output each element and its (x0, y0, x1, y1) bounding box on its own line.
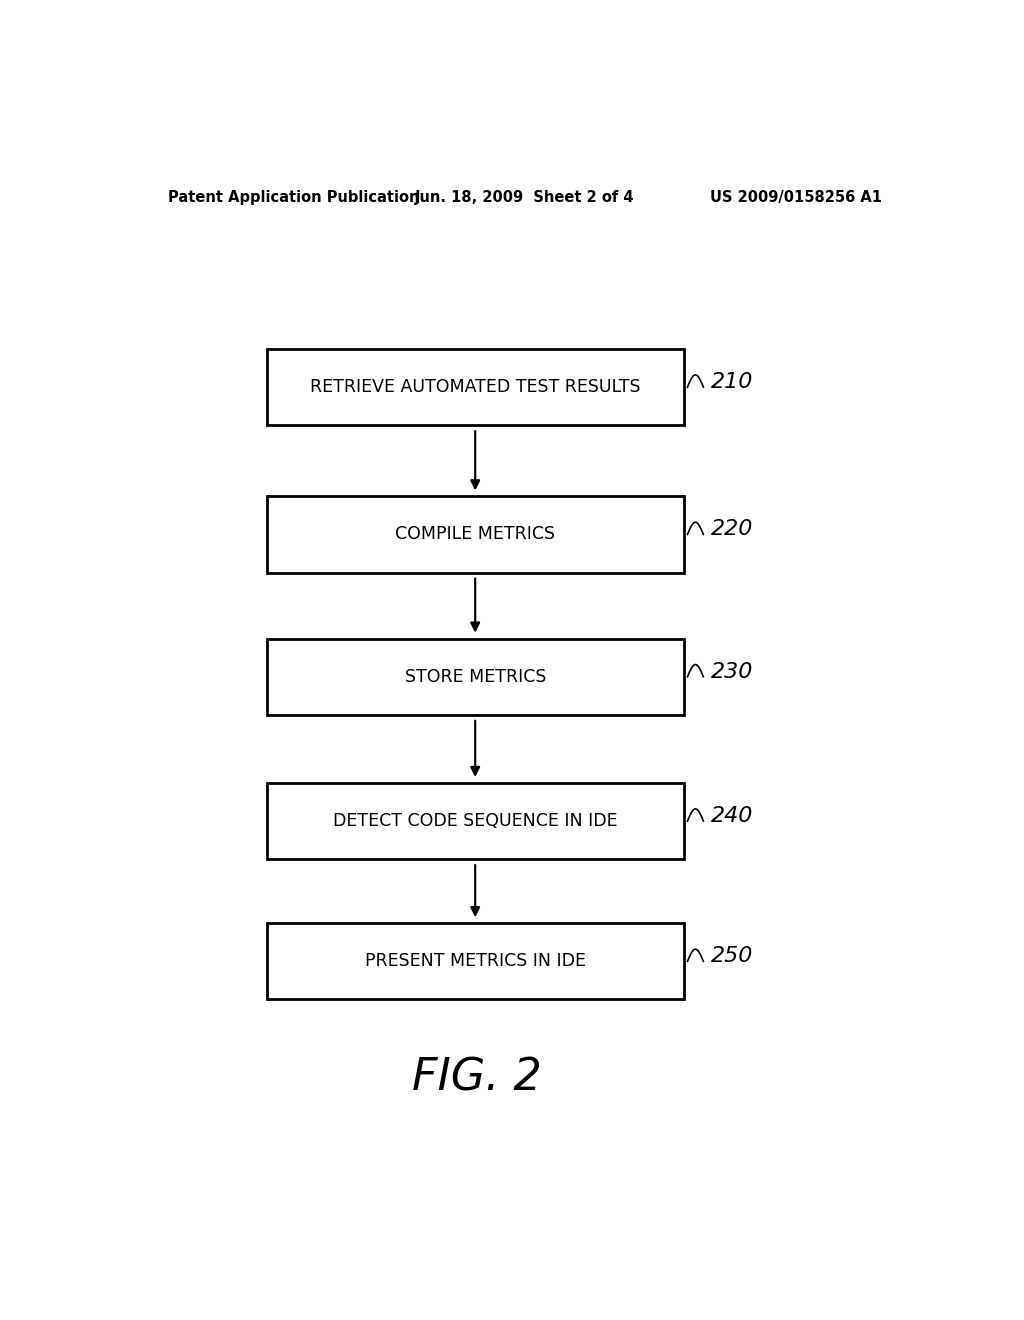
Text: 210: 210 (712, 372, 754, 392)
Text: FIG. 2: FIG. 2 (413, 1057, 542, 1100)
Text: 250: 250 (712, 946, 754, 966)
Text: US 2009/0158256 A1: US 2009/0158256 A1 (710, 190, 882, 205)
Text: RETRIEVE AUTOMATED TEST RESULTS: RETRIEVE AUTOMATED TEST RESULTS (310, 378, 640, 396)
Text: Patent Application Publication: Patent Application Publication (168, 190, 419, 205)
Bar (267, 496, 684, 573)
Bar (267, 348, 684, 425)
Bar (267, 639, 684, 715)
Text: STORE METRICS: STORE METRICS (404, 668, 546, 686)
Text: DETECT CODE SEQUENCE IN IDE: DETECT CODE SEQUENCE IN IDE (333, 812, 617, 830)
Text: COMPILE METRICS: COMPILE METRICS (395, 525, 555, 544)
Text: PRESENT METRICS IN IDE: PRESENT METRICS IN IDE (365, 952, 586, 970)
Text: Jun. 18, 2009  Sheet 2 of 4: Jun. 18, 2009 Sheet 2 of 4 (415, 190, 635, 205)
Text: 230: 230 (712, 661, 754, 681)
Text: 240: 240 (712, 807, 754, 826)
Bar (267, 783, 684, 859)
Bar (267, 923, 684, 999)
Text: 220: 220 (712, 519, 754, 540)
